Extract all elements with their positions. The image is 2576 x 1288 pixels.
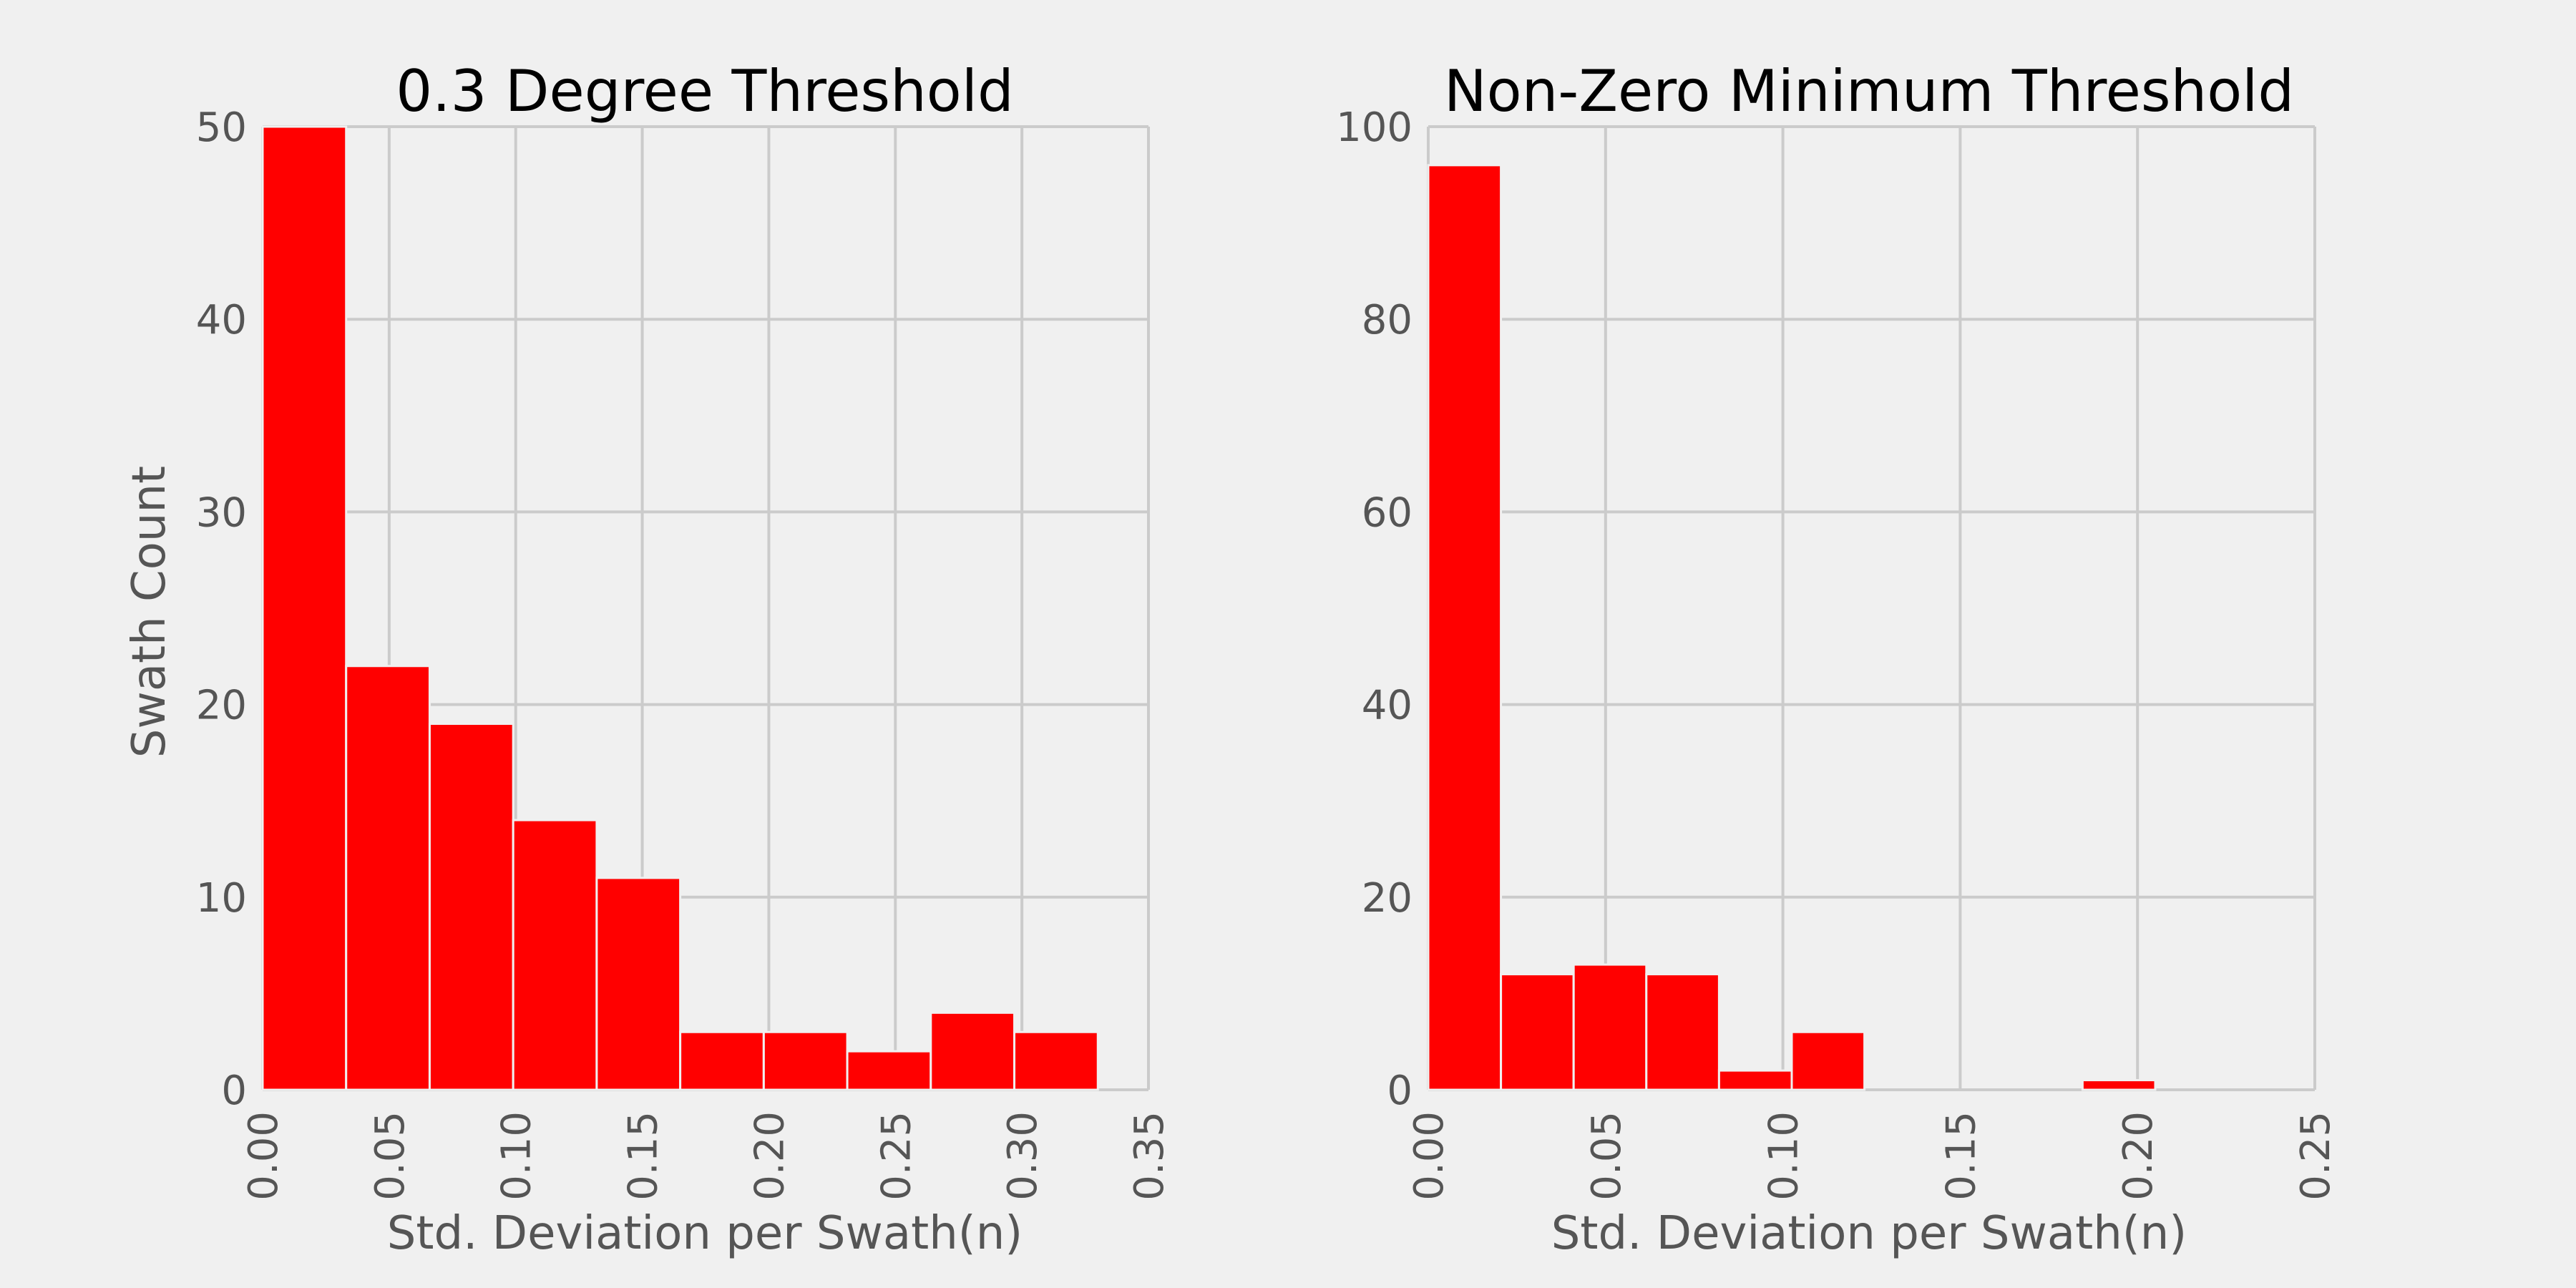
histogram-bar (512, 819, 598, 1091)
histogram-bar (762, 1030, 849, 1091)
histogram-bar (1013, 1030, 1099, 1091)
histogram-bar (1717, 1069, 1793, 1091)
y-tick-label: 80 (1362, 297, 1413, 343)
x-tick-label: 0.05 (1584, 1111, 1630, 1201)
y-tick-label: 30 (196, 489, 247, 536)
histogram-panel-non-zero-minimum: Non-Zero Minimum Threshold Std. Deviatio… (1336, 58, 2339, 1260)
x-ticks: 0.00 0.05 0.10 0.15 0.20 0.25 (1406, 1111, 2339, 1201)
x-tick-label: 0.10 (1761, 1111, 1807, 1201)
y-tick-label: 100 (1336, 104, 1413, 151)
x-tick-label: 0.05 (367, 1111, 414, 1201)
y-tick-label: 60 (1362, 489, 1413, 536)
histogram-bar (261, 125, 348, 1091)
histogram-bar (428, 723, 514, 1091)
histogram-bar (2081, 1079, 2157, 1091)
y-tick-label: 10 (196, 875, 247, 922)
histogram-panel-0-3-degree: 0.3 Degree Threshold Swath Count Std. De… (123, 58, 1173, 1260)
y-tick-label: 20 (1362, 875, 1413, 922)
histogram-bar (1500, 972, 1575, 1091)
histogram-bar (846, 1050, 932, 1091)
histogram-bar (930, 1011, 1016, 1091)
histogram-bar (345, 665, 431, 1091)
bars (1427, 164, 2157, 1091)
y-tick-label: 50 (196, 104, 247, 151)
histogram-bar (595, 877, 682, 1091)
y-tick-label: 20 (196, 683, 247, 729)
histogram-bar (1790, 1030, 1866, 1091)
x-axis-label: Std. Deviation per Swath(n) (1551, 1207, 2187, 1260)
histogram-bar (1645, 972, 1720, 1091)
x-axis-label: Std. Deviation per Swath(n) (387, 1207, 1023, 1260)
x-tick-label: 0.00 (1406, 1111, 1453, 1201)
y-tick-label: 40 (1362, 683, 1413, 729)
bars (261, 125, 1099, 1091)
chart-title: Non-Zero Minimum Threshold (1444, 58, 2294, 125)
y-tick-label: 0 (221, 1068, 247, 1114)
x-ticks: 0.00 0.05 0.10 0.15 0.20 0.25 0.30 0.35 (240, 1111, 1173, 1201)
y-tick-label: 0 (1387, 1068, 1413, 1114)
x-tick-label: 0.20 (2115, 1111, 2162, 1201)
histogram-bar (679, 1030, 765, 1091)
x-tick-label: 0.35 (1126, 1111, 1173, 1201)
histogram-bar (1427, 164, 1503, 1091)
x-tick-label: 0.25 (2293, 1111, 2339, 1201)
chart-title: 0.3 Degree Threshold (396, 58, 1014, 125)
x-tick-label: 0.30 (1000, 1111, 1046, 1201)
y-ticks: 0 20 40 60 80 100 (1336, 104, 1413, 1114)
x-tick-label: 0.00 (240, 1111, 287, 1201)
y-tick-label: 40 (196, 297, 247, 343)
x-tick-label: 0.10 (494, 1111, 540, 1201)
x-tick-label: 0.25 (873, 1111, 919, 1201)
x-tick-label: 0.20 (746, 1111, 793, 1201)
x-tick-label: 0.15 (620, 1111, 667, 1201)
histogram-bar (1572, 963, 1648, 1091)
y-ticks: 0 10 20 30 40 50 (196, 104, 247, 1114)
y-axis-label: Swath Count (123, 466, 176, 758)
x-tick-label: 0.15 (1938, 1111, 1984, 1201)
